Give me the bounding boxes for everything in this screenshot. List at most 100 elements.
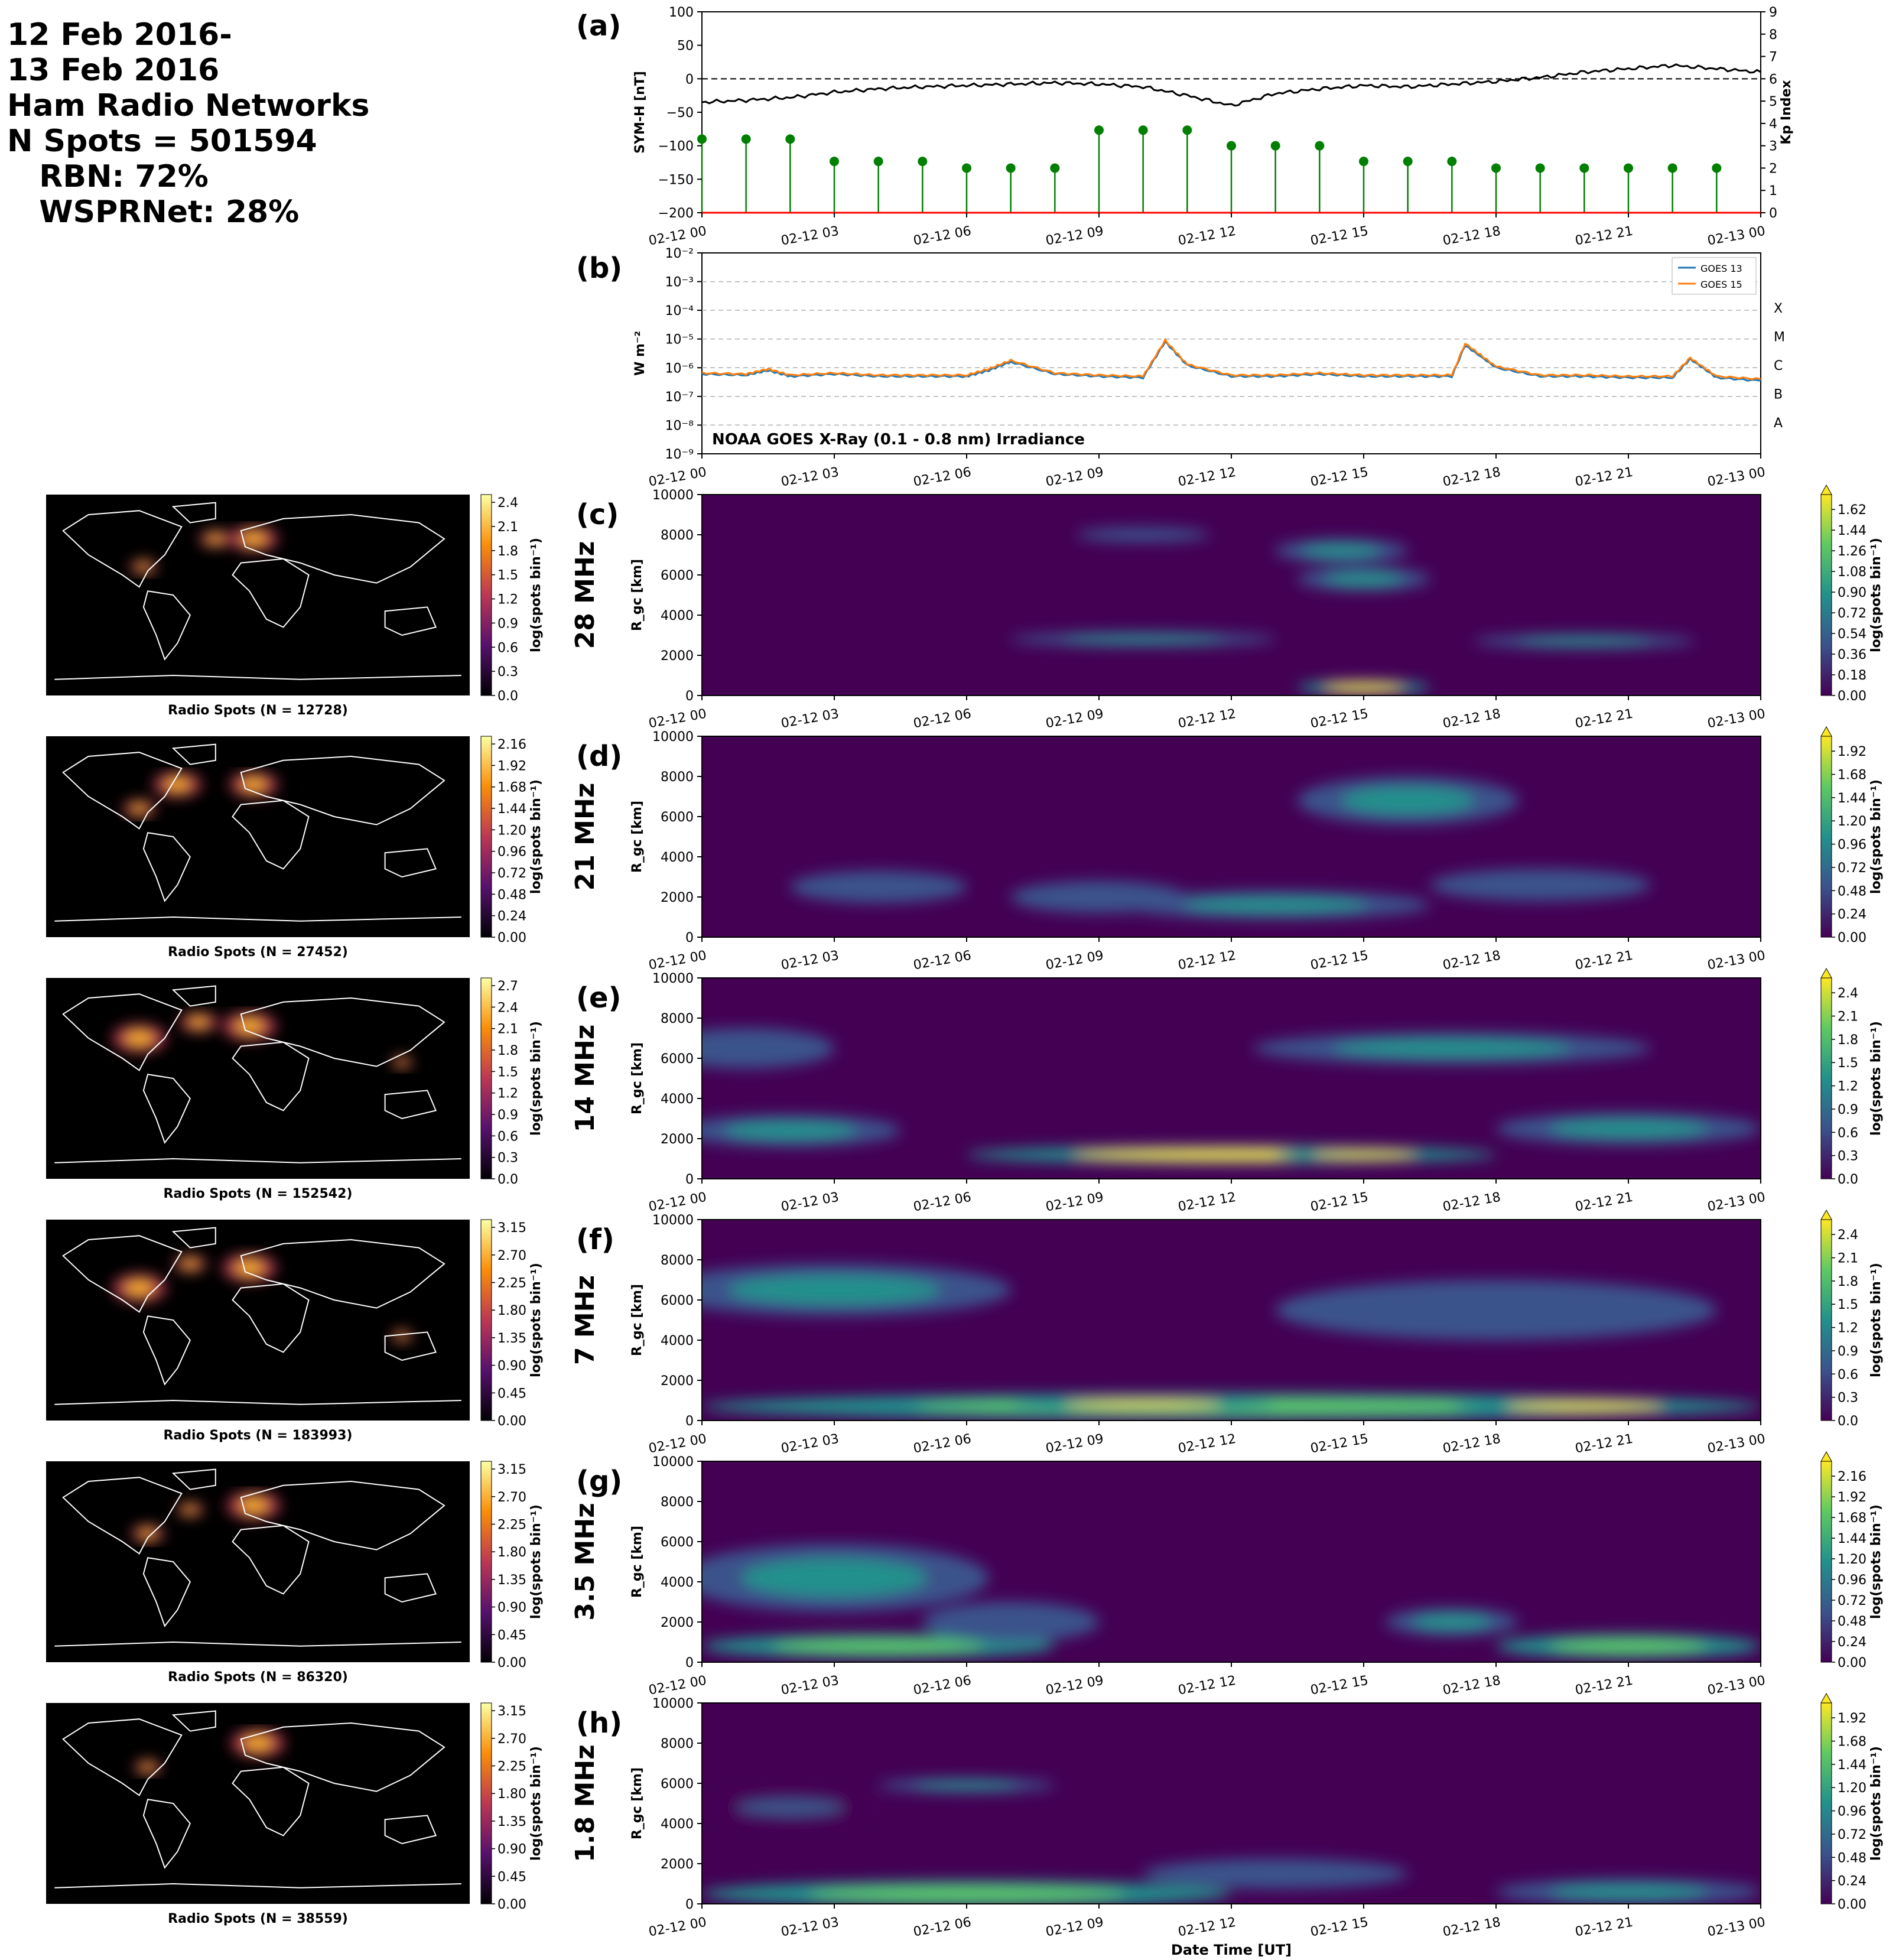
coastline [54, 1399, 461, 1405]
coastline [232, 558, 310, 628]
x-tick-label: 02-12 03 [780, 1673, 840, 1698]
panel-annotation: NOAA GOES X-Ray (0.1 - 0.8 nm) Irradianc… [712, 431, 1085, 448]
x-tick-label: 02-13 00 [1706, 1915, 1767, 1940]
colorbar-tick-label: 0.0 [1838, 1414, 1858, 1429]
y-tick-label: −150 [658, 173, 694, 187]
colorbar-tick-label: 0.72 [1838, 606, 1867, 621]
band-label: 21 MHz [570, 783, 600, 891]
y-label: R_gc [km] [630, 801, 645, 873]
spot-cluster-core [240, 532, 266, 545]
colorbar-tick-label: 2.25 [497, 1276, 526, 1291]
x-tick-label: 02-12 03 [780, 1190, 840, 1215]
spot-cluster-core [141, 1763, 155, 1771]
coastline [232, 1041, 310, 1111]
colorbar-tick-label: 2.4 [497, 1000, 518, 1015]
x-tick-label: 02-12 15 [1309, 1673, 1370, 1698]
coastline [384, 1815, 437, 1845]
spot-cluster-core [164, 778, 190, 791]
spot-density [112, 1012, 413, 1068]
heatmap-cell [1364, 1293, 1628, 1327]
kp-point [1712, 163, 1722, 173]
spot-cluster-core [183, 1506, 197, 1513]
x-tick-label: 02-12 09 [1045, 1432, 1105, 1457]
kp-point [1359, 157, 1368, 167]
map-caption: Radio Spots (N = 152542) [164, 1187, 353, 1201]
panel-label: (g) [576, 1465, 622, 1498]
colorbar-tick-label: 0.48 [497, 888, 526, 902]
colorbar-tick-label: 1.8 [497, 1044, 518, 1058]
x-tick-label: 02-12 00 [648, 1673, 708, 1698]
x-tick-label: 02-12 06 [912, 707, 973, 732]
colorbar-tick-label: 0.6 [497, 1129, 518, 1144]
colorbar-tick-label: 1.92 [497, 759, 526, 773]
y-tick-label: 4000 [661, 1334, 694, 1348]
colorbar-tick-label: 0.00 [497, 1414, 526, 1429]
heatmap-blobs [1010, 528, 1695, 695]
colorbar-tick-label: 0.72 [1838, 1828, 1867, 1842]
coastline [142, 1557, 191, 1627]
coastline [62, 1718, 183, 1796]
colorbar-tick-label: 0.6 [1838, 1126, 1858, 1140]
kp-point [785, 134, 795, 144]
heatmap-background [702, 978, 1761, 1179]
colorbar-tick-label: 1.62 [1838, 503, 1867, 518]
spot-map [46, 736, 470, 937]
map-caption: Radio Spots (N = 38559) [168, 1912, 348, 1926]
coastline [54, 1883, 461, 1889]
colorbar-tick-label: 0.45 [497, 1870, 526, 1884]
colorbar-tick-label: 2.25 [497, 1759, 526, 1774]
x-tick-label: 02-13 00 [1706, 948, 1767, 973]
y-tick-label: 4000 [661, 609, 694, 623]
panel-label: (e) [576, 981, 621, 1015]
colorbar-tick-label: 0.00 [1838, 1897, 1867, 1912]
colorbar-tick-label: 0.96 [1838, 1573, 1867, 1588]
x-axis: 02-12 00 02-12 03 02-12 06 02-12 09 02-12 12… [648, 937, 1767, 973]
x-tick-label: 02-12 00 [648, 224, 708, 249]
band-row: Radio Spots (N = 12728) 0.0 0.3 0.6 0.9 1.2 1.… [46, 484, 1884, 732]
colorbar-tick-label: 1.2 [1838, 1321, 1858, 1336]
heatmap-cell [1504, 1402, 1664, 1410]
x-tick-label: 02-12 00 [648, 465, 708, 490]
x-tick-label: 02-12 15 [1309, 948, 1370, 973]
heatmap-cell [913, 1781, 1020, 1789]
colorbar-extend-arrow [1820, 484, 1832, 495]
heatmap-blobs [790, 776, 1651, 919]
y-label: R_gc [km] [630, 559, 645, 631]
map-colorbar: 0.00 0.45 0.90 1.35 1.80 2.25 2.70 3.15 log(spot… [480, 1702, 544, 1912]
colorbar-tick-label: 0.9 [497, 1108, 518, 1123]
colorbar-tick-label: 0.90 [497, 1359, 526, 1374]
spot-cluster-core [136, 563, 151, 571]
y-tick-label: 0 [685, 72, 694, 87]
y-axis-right: 0 1 2 3 4 5 6 7 8 9 [1761, 5, 1777, 221]
colorbar-tick-label: 1.44 [1838, 791, 1867, 806]
y-axis: 0 2000 4000 6000 8000 10000 [652, 1213, 702, 1429]
colorbar-label: log(spots bin⁻¹) [1869, 1504, 1884, 1619]
colorbar-tick-label: 0.48 [1838, 1614, 1867, 1629]
kp-point [830, 157, 839, 167]
x-tick-label: 02-12 03 [780, 1432, 840, 1457]
x-tick-label: 02-12 21 [1574, 1915, 1634, 1940]
heatmap-cell [1324, 683, 1404, 691]
kp-point [1094, 125, 1104, 135]
band-label: 28 MHz [570, 541, 600, 649]
x-tick-label: 02-12 15 [1309, 1432, 1370, 1457]
x-axis: 02-12 00 02-12 03 02-12 06 02-12 09 02-12 12… [648, 1179, 1767, 1214]
colorbar-gradient [1820, 494, 1832, 696]
coastline [171, 1227, 216, 1249]
colorbar-tick-label: 0.96 [497, 845, 526, 860]
heatmap-cell [1064, 1401, 1223, 1408]
goes-xray-panel: (b) 10⁻² 10⁻³ 10⁻⁴ 10⁻⁵ 10⁻⁶ 10⁻⁷ 10⁻⁸ 10⁻⁹ XM C… [576, 246, 1785, 489]
colorbar-label: log(spots bin⁻¹) [1869, 1021, 1884, 1136]
kp-point [873, 157, 883, 167]
kp-tick-label: 7 [1769, 50, 1777, 65]
x-tick-label: 02-13 00 [1706, 707, 1767, 732]
kp-point [1270, 141, 1280, 151]
kp-point [1050, 163, 1060, 173]
colorbar-tick-label: 1.35 [497, 1331, 526, 1346]
colorbar-tick-label: 0.48 [1838, 1851, 1867, 1865]
colorbar-extend-arrow [1820, 1209, 1832, 1220]
x-tick-label: 02-12 06 [912, 1673, 973, 1698]
spot-cluster-core [396, 1059, 408, 1065]
rtp-heatmap [701, 494, 1761, 696]
spot-cluster-core [235, 1260, 264, 1275]
